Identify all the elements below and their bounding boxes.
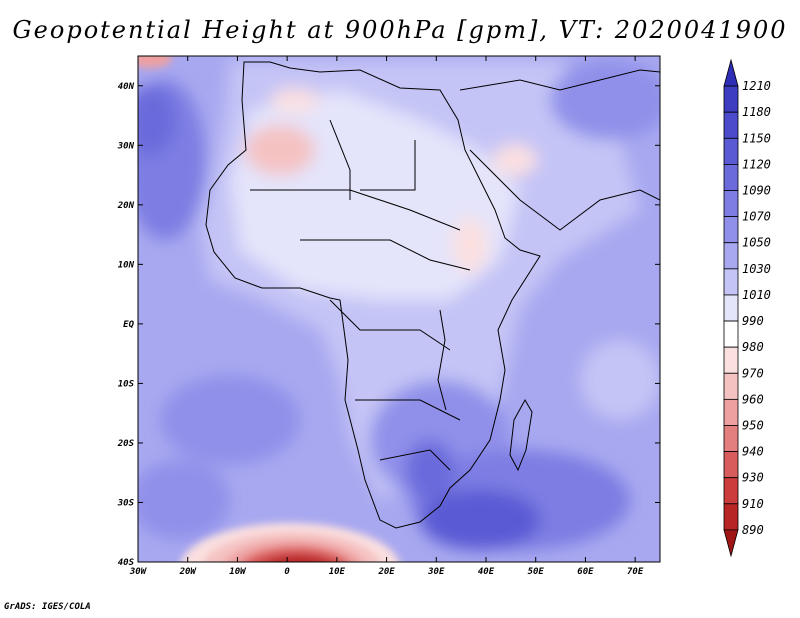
y-tick-label: 40S <box>118 558 135 568</box>
colorbar-label: 960 <box>742 392 764 406</box>
colorbar-label: 1210 <box>742 79 771 93</box>
colorbar-label: 890 <box>742 523 764 537</box>
x-tick-label: 30W <box>129 567 148 577</box>
colorbar-swatch <box>723 529 739 558</box>
y-tick-label: 30S <box>117 498 135 508</box>
colorbar-swatch <box>723 294 739 322</box>
credit-text: GrADS: IGES/COLA <box>4 602 91 612</box>
colorbar-label: 1070 <box>742 210 771 224</box>
colorbar-label: 1180 <box>742 105 771 119</box>
colorbar-swatch <box>723 137 739 165</box>
x-tick-label: 60E <box>577 567 594 577</box>
coastlines <box>205 61 660 529</box>
colorbar-label: 970 <box>742 366 764 380</box>
x-tick-label: 50E <box>528 567 545 577</box>
colorbar-label: 930 <box>742 471 764 485</box>
colorbar-swatch <box>723 268 739 296</box>
x-tick-label: 10E <box>329 567 346 577</box>
colorbar-label: 1010 <box>742 288 771 302</box>
colorbar-swatch <box>723 477 739 505</box>
y-tick-label: EQ <box>123 320 134 330</box>
axis-ticks <box>137 56 660 563</box>
colorbar-label: 1090 <box>742 184 771 198</box>
colorbar-label: 950 <box>742 418 764 432</box>
colorbar-swatch <box>723 242 739 270</box>
y-axis-labels: 40N 30N 20N 10N EQ 10S 20S 30S 40S <box>117 82 135 568</box>
y-tick-label: 40N <box>118 82 135 92</box>
colorbar: 1210 1180 1150 1120 1090 1070 1050 1030 1010 990 9… <box>723 58 771 558</box>
x-tick-label: 10W <box>229 567 247 577</box>
colorbar-label: 940 <box>742 445 764 459</box>
colorbar-swatch <box>723 451 739 479</box>
y-tick-label: 20S <box>117 439 135 449</box>
colorbar-swatch <box>723 372 739 400</box>
colorbar-swatch <box>723 425 739 452</box>
colorbar-label: 1150 <box>742 131 771 145</box>
colorbar-label: 990 <box>742 314 764 328</box>
y-tick-label: 20N <box>117 201 135 211</box>
colorbar-label: 980 <box>742 340 764 354</box>
x-tick-label: 0 <box>284 567 290 577</box>
y-tick-label: 10N <box>118 260 135 270</box>
colorbar-swatch <box>723 111 739 139</box>
x-tick-label: 40E <box>478 567 495 577</box>
x-tick-label: 70E <box>627 567 644 577</box>
x-tick-label: 20W <box>179 567 198 577</box>
colorbar-label: 1120 <box>742 157 771 171</box>
colorbar-swatch <box>723 164 739 191</box>
x-axis-labels: 30W 20W 10W 0 10E 20E 30E 40E 50E 60E 70E <box>129 567 644 577</box>
colorbar-label: 1050 <box>742 236 771 250</box>
y-tick-label: 30N <box>117 141 135 151</box>
plot-frame <box>137 55 661 563</box>
y-tick-label: 10S <box>118 379 135 389</box>
colorbar-swatch <box>723 320 739 348</box>
colorbar-swatch <box>723 503 739 531</box>
x-tick-label: 20E <box>377 567 395 577</box>
colorbar-swatch <box>723 216 739 244</box>
map-title: Geopotential Height at 900hPa [gpm], VT:… <box>12 16 788 44</box>
colorbar-label: 1030 <box>742 262 771 276</box>
x-tick-label: 30E <box>427 567 445 577</box>
colorbar-swatch <box>723 85 739 113</box>
colorbar-swatch <box>723 58 739 87</box>
colorbar-swatch <box>723 190 739 218</box>
colorbar-swatch <box>723 398 739 426</box>
colorbar-swatch <box>723 346 739 374</box>
colorbar-label: 910 <box>742 497 764 511</box>
height-field <box>138 56 660 562</box>
